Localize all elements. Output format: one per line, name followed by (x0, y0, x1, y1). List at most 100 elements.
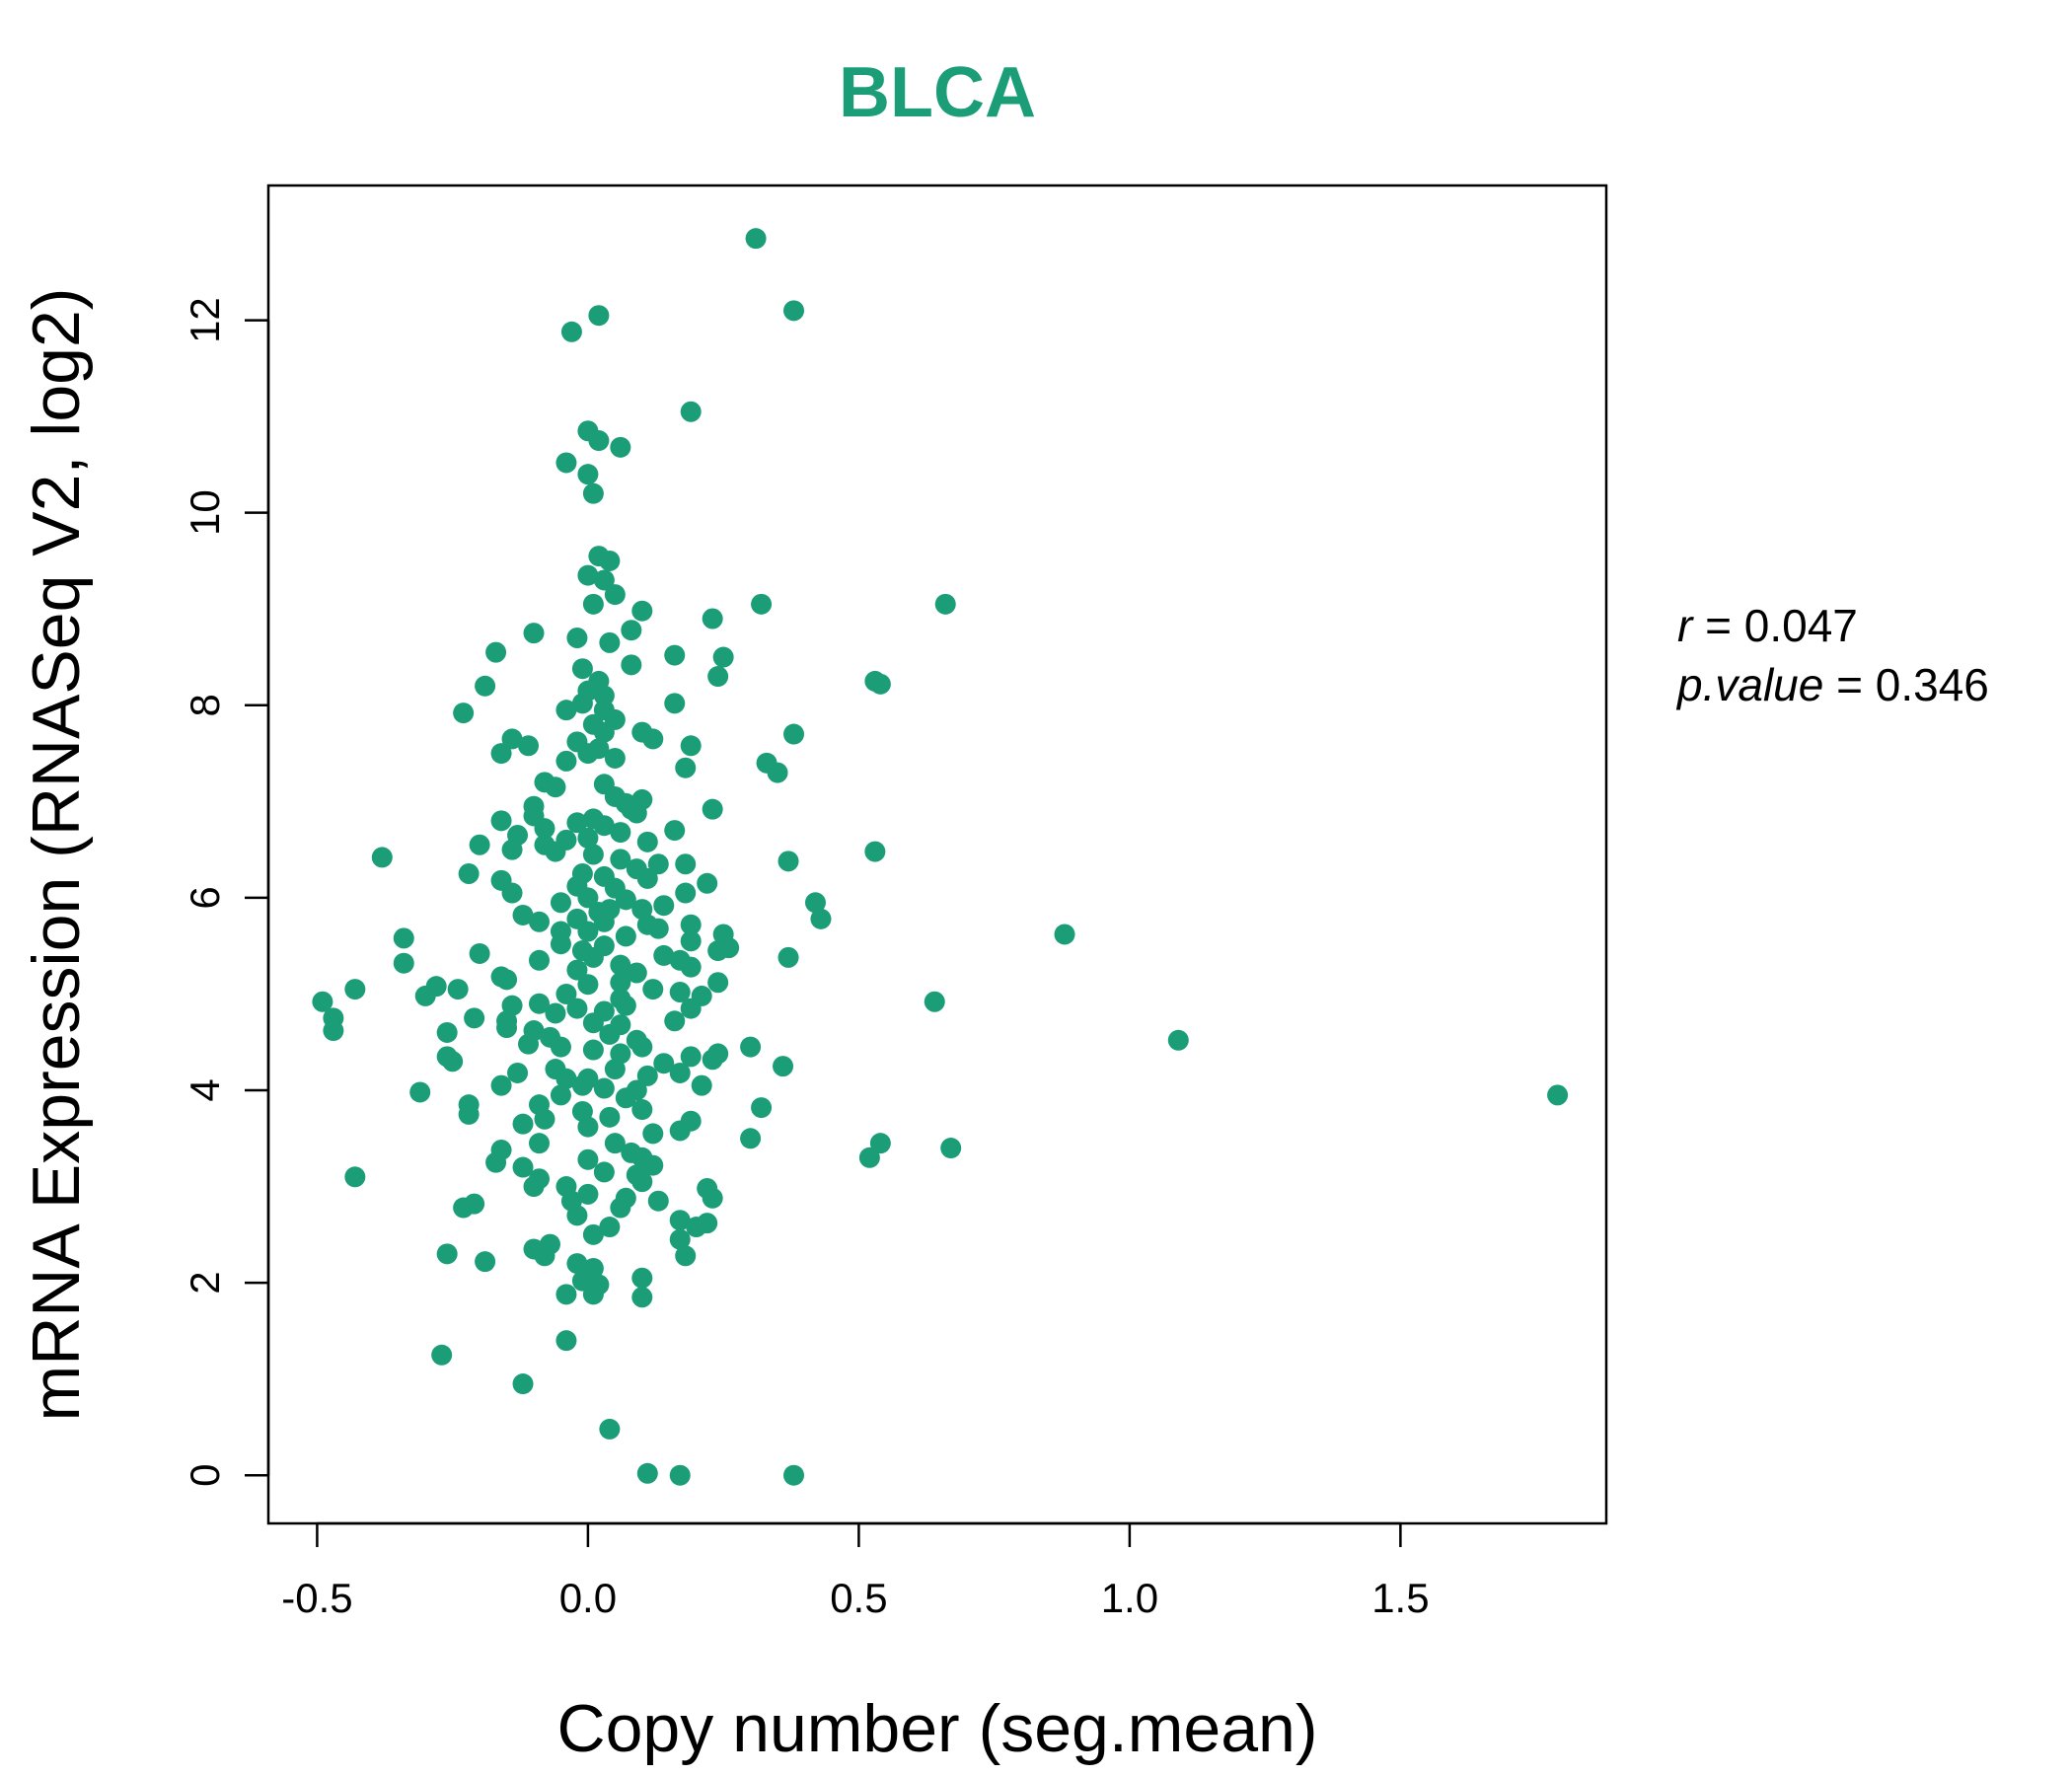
data-point (680, 1046, 702, 1068)
data-point (934, 593, 956, 615)
data-point (642, 1154, 664, 1176)
data-point (653, 944, 675, 966)
data-point (697, 872, 718, 894)
data-point (631, 600, 653, 622)
data-point (599, 1217, 621, 1238)
data-point (686, 1217, 707, 1238)
data-point (518, 1033, 540, 1055)
data-point (393, 927, 414, 949)
data-point (593, 569, 615, 591)
data-point (745, 228, 767, 250)
data-point (490, 810, 512, 832)
data-point (453, 703, 475, 724)
data-point (555, 1284, 577, 1305)
data-point (550, 892, 571, 914)
data-point (545, 777, 566, 798)
data-point (577, 1116, 599, 1138)
data-point (642, 728, 664, 750)
data-point (528, 1133, 550, 1154)
data-point (621, 654, 642, 676)
data-point (669, 1062, 691, 1083)
data-point (518, 735, 540, 757)
data-point (626, 962, 647, 984)
data-point (740, 1128, 762, 1149)
data-point (615, 889, 636, 911)
data-point (626, 802, 647, 824)
data-point (1054, 924, 1075, 945)
data-point (642, 1123, 664, 1145)
data-point (740, 1036, 762, 1058)
data-point (621, 620, 642, 641)
data-point (566, 959, 588, 981)
data-point (647, 918, 669, 939)
data-point (869, 1133, 891, 1154)
data-point (577, 887, 599, 909)
p-equals: = (1836, 659, 1863, 710)
data-point (940, 1138, 962, 1159)
data-point (550, 1084, 571, 1106)
data-point (864, 841, 886, 862)
data-point (702, 1187, 723, 1209)
data-point (636, 867, 658, 889)
data-point (571, 658, 593, 680)
data-point (599, 1418, 621, 1440)
data-point (669, 982, 691, 1003)
data-point (490, 743, 512, 765)
data-point (507, 1062, 529, 1083)
data-point (751, 593, 773, 615)
data-point (545, 841, 566, 862)
x-tick-label: 1.5 (1371, 1575, 1429, 1621)
data-points (312, 228, 1569, 1486)
data-point (604, 1133, 626, 1154)
data-point (501, 882, 523, 904)
data-point (669, 1120, 691, 1142)
data-point (664, 820, 686, 842)
data-point (924, 991, 945, 1012)
data-point (610, 849, 631, 870)
data-point (409, 1081, 431, 1103)
p-value: 0.346 (1875, 659, 1989, 710)
y-axis: 0 2 4 6 8 10 12 (182, 297, 270, 1487)
data-point (642, 979, 664, 1000)
y-tick-label: 0 (182, 1464, 228, 1487)
data-point (615, 995, 636, 1016)
data-point (707, 940, 729, 962)
data-point (610, 822, 631, 844)
data-point (577, 921, 599, 942)
data-point (371, 847, 393, 868)
data-point (453, 1197, 475, 1219)
data-point (636, 1065, 658, 1086)
data-point (577, 743, 599, 765)
data-point (858, 1147, 880, 1168)
data-point (323, 1020, 344, 1042)
data-point (485, 641, 507, 663)
data-point (680, 956, 702, 978)
data-point (1547, 1084, 1569, 1106)
data-point (550, 1036, 571, 1058)
data-point (458, 863, 480, 885)
data-point (783, 300, 805, 322)
data-point (555, 1330, 577, 1352)
data-point (512, 1156, 534, 1178)
chart-title: BLCA (839, 53, 1036, 132)
data-point (593, 1077, 615, 1099)
data-point (631, 1267, 653, 1289)
data-point (702, 608, 723, 629)
data-point (631, 1099, 653, 1121)
x-tick-label: 0.0 (559, 1575, 617, 1621)
data-point (675, 757, 697, 778)
data-point (528, 993, 550, 1014)
data-point (501, 728, 523, 750)
data-point (664, 644, 686, 666)
y-tick-label: 8 (182, 694, 228, 716)
data-point (604, 584, 626, 606)
data-point (458, 1103, 480, 1125)
data-point (312, 991, 333, 1012)
data-point (431, 1344, 453, 1366)
data-point (571, 1074, 593, 1096)
data-point (599, 1023, 621, 1045)
data-point (610, 972, 631, 994)
data-point (560, 321, 582, 342)
x-tick-label: 0.5 (830, 1575, 887, 1621)
